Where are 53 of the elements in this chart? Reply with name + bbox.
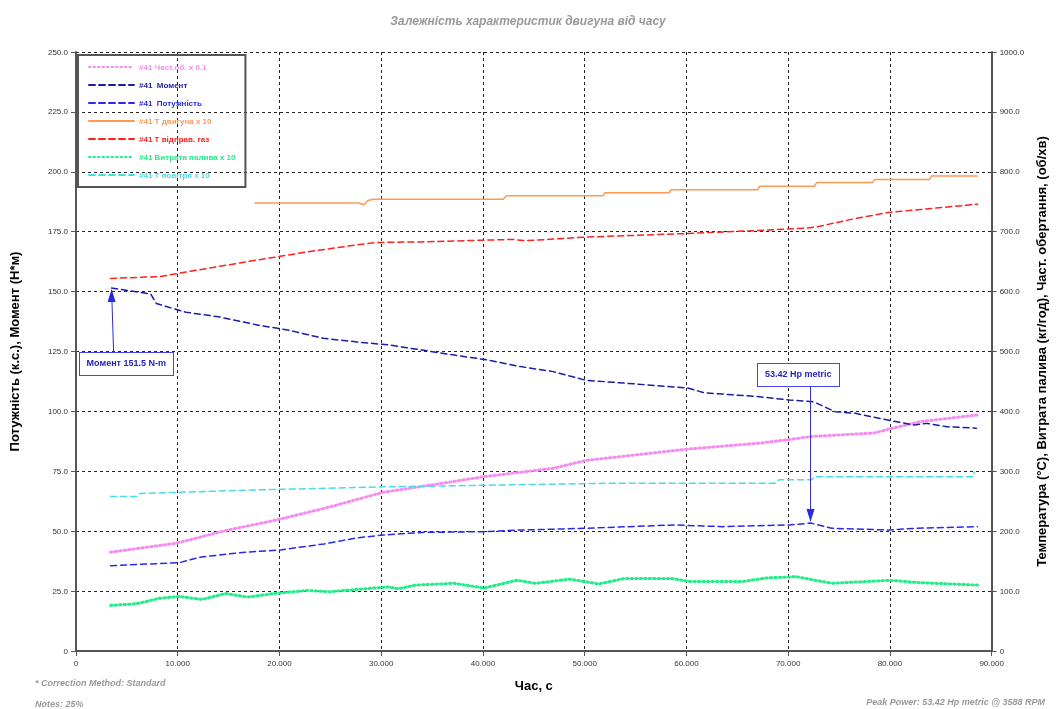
x-tick-label: 0 bbox=[73, 658, 79, 668]
x-tick-label: 40.000 bbox=[470, 658, 496, 668]
x-tick-label: 90.000 bbox=[979, 658, 1005, 668]
text: #41 Потужність bbox=[139, 98, 202, 108]
annotation: 53.42 Hp metric bbox=[757, 363, 840, 387]
y-tick-label: 50.0 bbox=[52, 526, 69, 536]
y-axis-title: Потужність (к.с.), Момент (Н*м) bbox=[7, 251, 22, 452]
y2-axis-title: Температура (°С), Витрата палива (кг/год), Част. обертання, (об/хв) bbox=[1034, 136, 1049, 567]
x-tick-label: 80.000 bbox=[877, 658, 903, 668]
x-tick-label: 30.000 bbox=[368, 658, 394, 668]
y2-tick-label: 1000.0 bbox=[999, 47, 1025, 57]
text: Peak Power: 53.42 Hp metric @ 3588 RPM bbox=[866, 696, 1046, 707]
x-tick-label: 70.000 bbox=[775, 658, 801, 668]
x-tick-label: 10.000 bbox=[165, 658, 191, 668]
x-tick-label: 20.000 bbox=[267, 658, 293, 668]
text: Notes: 25% bbox=[35, 698, 84, 709]
y2-tick-label: 200.0 bbox=[999, 526, 1021, 536]
y-tick-label: 175.0 bbox=[47, 227, 69, 237]
y-tick-label: 150.0 bbox=[47, 287, 69, 297]
y-tick-label: 25.0 bbox=[52, 586, 69, 596]
chart-title: Залежність характеристик двигуна від часу bbox=[390, 14, 667, 28]
y-tick-label: 100.0 bbox=[47, 406, 69, 416]
text: * Correction Method: Standard bbox=[35, 677, 167, 688]
annotation: Момент 151.5 N-m bbox=[78, 352, 174, 376]
text: #41 Момент bbox=[139, 80, 188, 90]
y2-tick-label: 800.0 bbox=[999, 167, 1021, 177]
y2-tick-label: 300.0 bbox=[999, 466, 1021, 476]
text: #41 Т двигуна x 10 bbox=[139, 116, 212, 126]
y-tick-label: 250.0 bbox=[47, 47, 69, 57]
y2-tick-label: 400.0 bbox=[999, 406, 1021, 416]
line-series bbox=[109, 203, 979, 280]
y2-tick-label: 700.0 bbox=[999, 227, 1021, 237]
text: #41 Т повітря x 10 bbox=[139, 170, 211, 180]
y2-tick-label: 900.0 bbox=[999, 107, 1021, 117]
text: #41 Т відправ. газ bbox=[139, 134, 210, 144]
line-series bbox=[109, 413, 979, 554]
y-tick-label: 200.0 bbox=[47, 167, 69, 177]
x-tick-label: 60.000 bbox=[674, 658, 700, 668]
y2-tick-label: 500.0 bbox=[999, 347, 1021, 356]
y2-tick-label: 100.0 bbox=[999, 586, 1021, 596]
y-tick-label: 125.0 bbox=[47, 347, 69, 356]
line-series bbox=[254, 175, 979, 206]
text: #41 Част.об. x 0.1 bbox=[139, 62, 208, 72]
line-series bbox=[109, 471, 976, 498]
line-series bbox=[109, 575, 979, 607]
y2-tick-label: 600.0 bbox=[999, 287, 1021, 297]
x-tick-label: 50.000 bbox=[572, 658, 598, 668]
y2-tick-label: 0 bbox=[999, 646, 1005, 656]
y-tick-label: 0 bbox=[63, 646, 69, 656]
text: #41 Витрата палива x 10 bbox=[139, 152, 236, 162]
y-tick-label: 225.0 bbox=[47, 107, 69, 117]
y-tick-label: 75.0 bbox=[52, 466, 69, 476]
x-axis-title: Час, с bbox=[514, 678, 553, 693]
